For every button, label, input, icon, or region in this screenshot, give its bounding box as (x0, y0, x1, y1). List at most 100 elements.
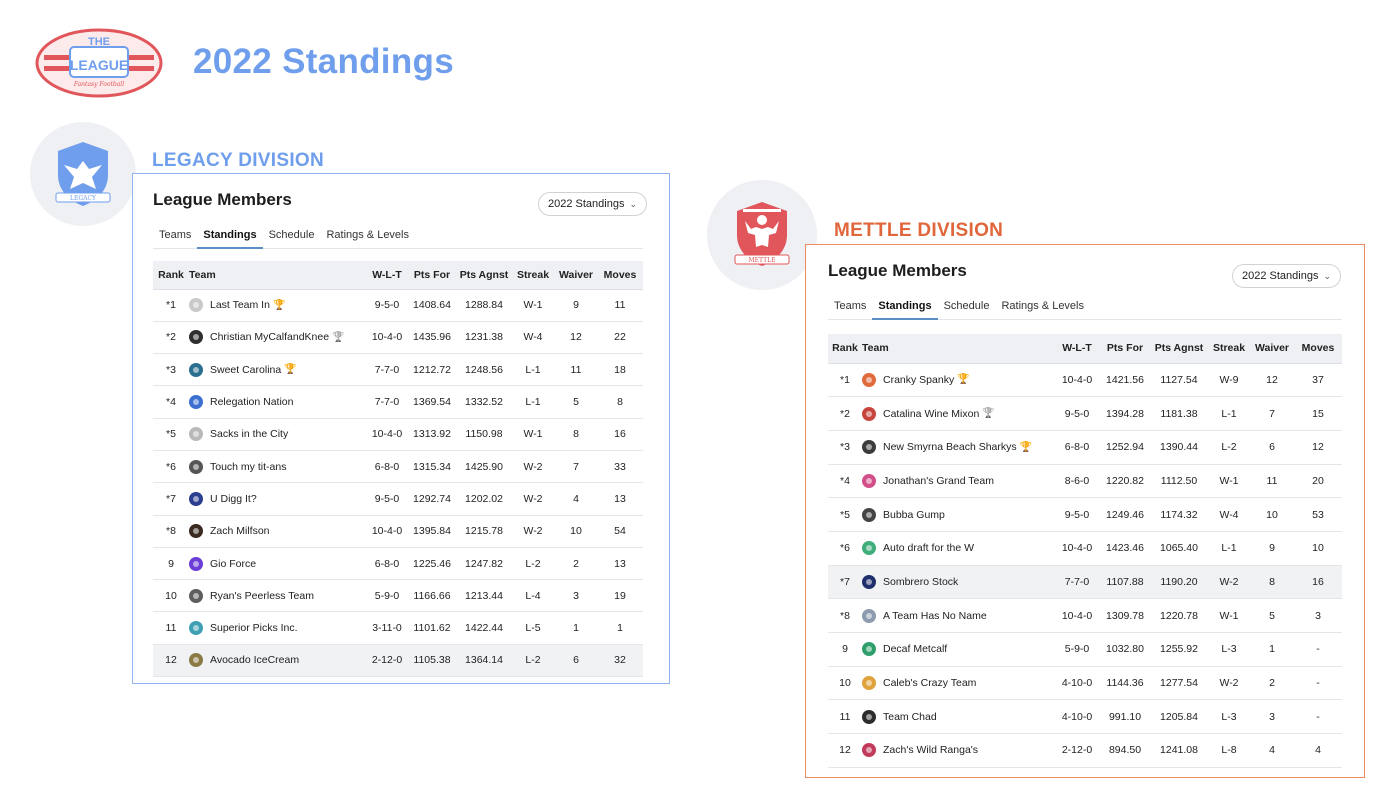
team-name-link[interactable]: Relegation Nation (210, 396, 294, 409)
team-name-link[interactable]: Cranky Spanky (883, 373, 955, 386)
column-header-team[interactable]: Team (189, 261, 367, 290)
page-title: 2022 Standings (193, 42, 454, 81)
column-header-pts-for[interactable]: Pts For (407, 261, 457, 290)
table-row[interactable]: *1 Cranky Spanky 🏆 10-4-0 1421.56 1127.54 W-9 1… (828, 363, 1342, 398)
team-cell[interactable]: Team Chad (862, 699, 1054, 735)
team-name-link[interactable]: Christian MyCalfandKnee (210, 331, 330, 344)
team-name-link[interactable]: Sweet Carolina (210, 363, 282, 376)
team-cell[interactable]: New Smyrna Beach Sharkys 🏆 (862, 430, 1054, 465)
table-row[interactable]: *2 Catalina Wine Mixon 🏆 9-5-0 1394.28 1181.3… (828, 396, 1342, 431)
table-row[interactable]: 10 Ryan's Peerless Team 5-9-0 1166.66 1213.4… (153, 579, 643, 613)
team-name-link[interactable]: A Team Has No Name (883, 609, 987, 622)
table-row[interactable]: 12 Zach's Wild Ranga's 2-12-0 894.50 1241.08… (828, 733, 1342, 768)
team-name-link[interactable]: Zach Milfson (210, 525, 270, 538)
team-cell[interactable]: Christian MyCalfandKnee 🏆 (189, 321, 367, 355)
table-row[interactable]: *8 A Team Has No Name 10-4-0 1309.78 1220.78… (828, 598, 1342, 633)
table-row[interactable]: *6 Auto draft for the W 10-4-0 1423.46 1065.… (828, 531, 1342, 566)
column-header-pts-agnst[interactable]: Pts Agnst (1150, 334, 1208, 364)
table-row[interactable]: *8 Zach Milfson 10-4-0 1395.84 1215.78 W-2 10 5… (153, 515, 643, 548)
column-header-pts-for[interactable]: Pts For (1100, 334, 1150, 364)
column-header-rank[interactable]: Rank (828, 334, 862, 364)
team-name-link[interactable]: Caleb's Crazy Team (883, 677, 977, 690)
season-dropdown[interactable]: 2022 Standings ⌄ (538, 192, 647, 216)
team-name-link[interactable]: Superior Picks Inc. (210, 622, 298, 635)
table-row[interactable]: 11 Superior Picks Inc. 3-11-0 1101.62 1422.4… (153, 611, 643, 645)
table-row[interactable]: 11 Team Chad 4-10-0 991.10 1205.84 L-3 3- (828, 699, 1342, 735)
tab-schedule[interactable]: Schedule (943, 300, 990, 312)
team-cell[interactable]: Last Team In 🏆 (189, 289, 367, 322)
table-row[interactable]: *7 U Digg It? 9-5-0 1292.74 1202.02 W-2 4 13 (153, 482, 643, 516)
table-row[interactable]: *5 Sacks in the City 10-4-0 1313.92 1150.98 W… (153, 418, 643, 451)
column-header-team[interactable]: Team (862, 334, 1054, 364)
team-cell[interactable]: A Team Has No Name (862, 598, 1054, 633)
team-cell[interactable]: Sweet Carolina 🏆 (189, 353, 367, 387)
table-row[interactable]: *4 Relegation Nation 7-7-0 1369.54 1332.52 L-… (153, 385, 643, 419)
team-cell[interactable]: Sombrero Stock (862, 565, 1054, 600)
tab-teams[interactable]: Teams (159, 229, 192, 241)
team-cell[interactable]: Avocado IceCream (189, 644, 367, 678)
column-header-pts-agnst[interactable]: Pts Agnst (457, 261, 511, 290)
tab-teams[interactable]: Teams (834, 300, 867, 312)
column-header-w-l-t[interactable]: W-L-T (1054, 334, 1100, 364)
team-cell[interactable]: Auto draft for the W (862, 531, 1054, 566)
team-cell[interactable]: U Digg It? (189, 482, 367, 516)
team-name-link[interactable]: Gio Force (210, 557, 257, 570)
table-row[interactable]: *2 Christian MyCalfandKnee 🏆 10-4-0 1435.96 1… (153, 321, 643, 355)
team-name-link[interactable]: Sombrero Stock (883, 575, 959, 588)
table-row[interactable]: 10 Caleb's Crazy Team 4-10-0 1144.36 1277.54… (828, 666, 1342, 701)
column-header-waiver[interactable]: Waiver (1250, 334, 1294, 364)
team-cell[interactable]: Relegation Nation (189, 385, 367, 419)
table-row[interactable]: *3 Sweet Carolina 🏆 7-7-0 1212.72 1248.56 L-1 1… (153, 353, 643, 387)
team-cell[interactable]: Bubba Gump (862, 497, 1054, 532)
column-header-waiver[interactable]: Waiver (555, 261, 597, 290)
team-cell[interactable]: Sacks in the City (189, 418, 367, 451)
table-row[interactable]: *6 Touch my tit-ans 6-8-0 1315.34 1425.90 W-2… (153, 450, 643, 484)
column-header-streak[interactable]: Streak (511, 261, 555, 290)
table-row[interactable]: *5 Bubba Gump 9-5-0 1249.46 1174.32 W-4 10 53 (828, 497, 1342, 532)
team-cell[interactable]: Caleb's Crazy Team (862, 666, 1054, 701)
table-row[interactable]: *4 Jonathan's Grand Team 8-6-0 1220.82 1112.… (828, 464, 1342, 499)
team-name-link[interactable]: Avocado IceCream (210, 654, 300, 667)
team-name-link[interactable]: Catalina Wine Mixon (883, 407, 980, 420)
team-cell[interactable]: Cranky Spanky 🏆 (862, 363, 1054, 398)
table-row[interactable]: *1 Last Team In 🏆 9-5-0 1408.64 1288.84 W-1 9 11 (153, 289, 643, 322)
team-name-link[interactable]: Jonathan's Grand Team (883, 474, 994, 487)
team-name-link[interactable]: Zach's Wild Ranga's (883, 744, 979, 757)
eagle-shield-icon: LEGACY (55, 142, 111, 206)
team-name-link[interactable]: Sacks in the City (210, 428, 289, 441)
column-header-moves[interactable]: Moves (597, 261, 643, 290)
table-row[interactable]: 9 Decaf Metcalf 5-9-0 1032.80 1255.92 L-3 1- (828, 632, 1342, 667)
tab-standings[interactable]: Standings (197, 229, 263, 249)
table-row[interactable]: *3 New Smyrna Beach Sharkys 🏆 6-8-0 1252.94 1… (828, 430, 1342, 465)
team-name-link[interactable]: Last Team In (210, 299, 270, 312)
team-cell[interactable]: Jonathan's Grand Team (862, 464, 1054, 499)
column-header-moves[interactable]: Moves (1294, 334, 1342, 364)
team-cell[interactable]: Ryan's Peerless Team (189, 579, 367, 613)
team-name-link[interactable]: Touch my tit-ans (210, 460, 287, 473)
tab-ratings-levels[interactable]: Ratings & Levels (326, 229, 409, 241)
team-name-link[interactable]: Team Chad (883, 710, 937, 723)
team-name-link[interactable]: Auto draft for the W (883, 542, 975, 555)
team-cell[interactable]: Zach Milfson (189, 515, 367, 548)
column-header-rank[interactable]: Rank (153, 261, 189, 290)
team-cell[interactable]: Decaf Metcalf (862, 632, 1054, 667)
team-name-link[interactable]: New Smyrna Beach Sharkys (883, 441, 1017, 454)
team-cell[interactable]: Gio Force (189, 547, 367, 581)
team-cell[interactable]: Catalina Wine Mixon 🏆 (862, 396, 1054, 431)
team-name-link[interactable]: Decaf Metcalf (883, 643, 948, 656)
table-row[interactable]: 9 Gio Force 6-8-0 1225.46 1247.82 L-2 2 13 (153, 547, 643, 581)
team-cell[interactable]: Zach's Wild Ranga's (862, 733, 1054, 768)
tab-schedule[interactable]: Schedule (268, 229, 315, 241)
team-name-link[interactable]: Ryan's Peerless Team (210, 589, 314, 602)
team-name-link[interactable]: Bubba Gump (883, 508, 945, 521)
season-dropdown[interactable]: 2022 Standings ⌄ (1232, 264, 1341, 288)
tab-standings[interactable]: Standings (872, 300, 938, 320)
tab-ratings-levels[interactable]: Ratings & Levels (1001, 300, 1084, 312)
team-cell[interactable]: Touch my tit-ans (189, 450, 367, 484)
column-header-streak[interactable]: Streak (1208, 334, 1250, 364)
team-name-link[interactable]: U Digg It? (210, 492, 257, 505)
table-row[interactable]: 12 Avocado IceCream 2-12-0 1105.38 1364.14 L-… (153, 644, 643, 678)
table-row[interactable]: *7 Sombrero Stock 7-7-0 1107.88 1190.20 W-2 8 1… (828, 565, 1342, 600)
column-header-w-l-t[interactable]: W-L-T (367, 261, 407, 290)
team-cell[interactable]: Superior Picks Inc. (189, 611, 367, 645)
